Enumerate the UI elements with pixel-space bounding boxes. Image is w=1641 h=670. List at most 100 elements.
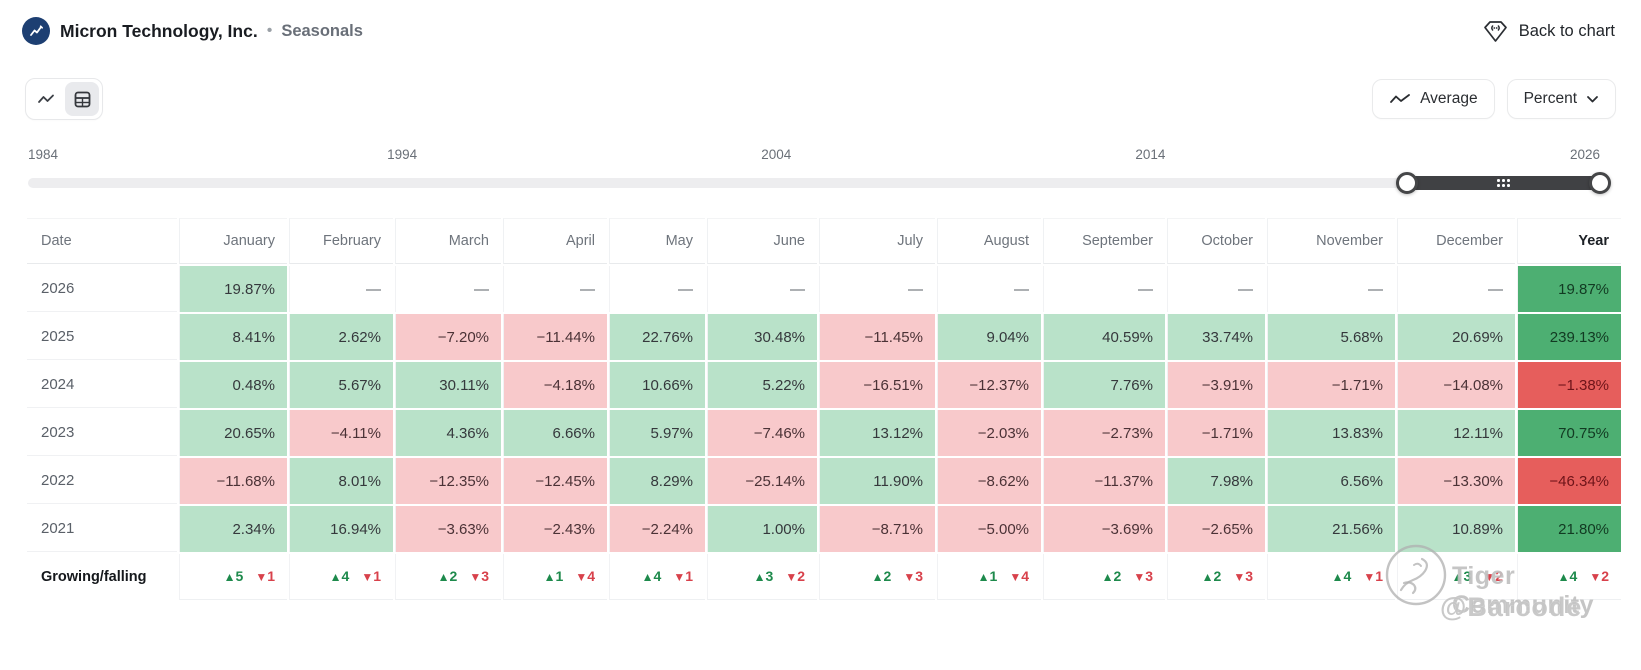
month-value-cell: −25.14% (707, 458, 817, 504)
column-header-january: January (179, 218, 287, 264)
slider-tick-label: 2026 (1569, 147, 1600, 162)
month-value-cell: 6.56% (1267, 458, 1395, 504)
slider-tick-label: 1984 (28, 147, 59, 162)
average-label: Average (1420, 90, 1478, 107)
month-value-cell: 10.66% (609, 362, 705, 408)
up-arrow-icon: ▲ (1331, 570, 1344, 584)
month-value-cell: 13.83% (1267, 410, 1395, 456)
table-row-2022: 2022 −11.68% 8.01% −12.35% −12.45% 8.29% −25.1… (27, 458, 1621, 504)
up-arrow-icon: ▲ (1101, 570, 1114, 584)
down-arrow-icon: ▼ (575, 570, 588, 584)
up-arrow-icon: ▲ (871, 570, 884, 584)
down-arrow-icon: ▼ (1009, 570, 1022, 584)
month-value-cell: — (1267, 266, 1395, 312)
percent-dropdown[interactable]: Percent (1506, 79, 1616, 119)
month-value-cell: 11.90% (819, 458, 935, 504)
growing-falling-cell: ▲4 ▼1 (1267, 554, 1395, 600)
month-value-cell: −1.71% (1267, 362, 1395, 408)
month-value-cell: — (707, 266, 817, 312)
column-header-september: September (1043, 218, 1165, 264)
down-count: ▼4 (1009, 568, 1029, 584)
growing-falling-cell: ▲3 ▼2 (707, 554, 817, 600)
date-cell: 2022 (27, 458, 177, 504)
up-count: ▲2 (437, 568, 458, 584)
year-value-cell: 21.80% (1517, 506, 1621, 552)
month-value-cell: −2.03% (937, 410, 1041, 456)
slider-handle-left[interactable] (1395, 172, 1418, 194)
up-arrow-icon: ▲ (543, 570, 556, 584)
growing-falling-cell: ▲1 ▼4 (937, 554, 1041, 600)
month-value-cell: 2.62% (289, 314, 393, 360)
month-value-cell: 0.48% (179, 362, 287, 408)
month-value-cell: −11.37% (1043, 458, 1165, 504)
month-value-cell: 1.00% (707, 506, 817, 552)
back-to-chart-button[interactable]: Back to chart (1482, 19, 1615, 44)
slider-tick-label: 2014 (1135, 147, 1166, 162)
month-value-cell: 5.68% (1267, 314, 1395, 360)
column-header-february: February (289, 218, 393, 264)
month-value-cell: 7.76% (1043, 362, 1165, 408)
page-title: Seasonals (281, 21, 363, 40)
year-value-cell: −1.38% (1517, 362, 1621, 408)
up-count: ▲2 (1201, 568, 1222, 584)
month-value-cell: 6.66% (503, 410, 607, 456)
month-value-cell: — (289, 266, 393, 312)
down-count: ▼1 (255, 568, 275, 584)
chart-view-button[interactable] (29, 82, 63, 116)
up-count: ▲2 (1101, 568, 1122, 584)
month-value-cell: 30.11% (395, 362, 501, 408)
year-value-cell: 19.87% (1517, 266, 1621, 312)
month-value-cell: −7.46% (707, 410, 817, 456)
month-value-cell: −3.63% (395, 506, 501, 552)
down-arrow-icon: ▼ (469, 570, 482, 584)
column-header-april: April (503, 218, 607, 264)
down-arrow-icon: ▼ (361, 570, 374, 584)
down-count: ▼4 (575, 568, 595, 584)
slider-selected-range[interactable] (1406, 176, 1600, 190)
month-value-cell: −2.73% (1043, 410, 1165, 456)
month-value-cell: 12.11% (1397, 410, 1515, 456)
down-count: ▼2 (1483, 568, 1503, 584)
up-arrow-icon: ▲ (223, 570, 236, 584)
down-arrow-icon: ▼ (1363, 570, 1376, 584)
down-count: ▼3 (469, 568, 489, 584)
table-view-button[interactable] (65, 82, 99, 116)
down-count: ▼2 (785, 568, 805, 584)
back-to-chart-label: Back to chart (1518, 21, 1615, 40)
column-header-year: Year (1517, 218, 1621, 264)
growing-falling-cell: ▲2 ▼3 (1043, 554, 1165, 600)
app-header: Micron Technology, Inc. • Seasonals Back… (22, 14, 1615, 48)
column-header-may: May (609, 218, 705, 264)
company-logo-icon (22, 17, 50, 45)
slider-tick-labels: 1984 1994 2004 2014 2026 (28, 147, 1600, 165)
average-button[interactable]: Average (1372, 79, 1495, 119)
column-header-august: August (937, 218, 1041, 264)
month-value-cell: −8.62% (937, 458, 1041, 504)
month-value-cell: 2.34% (179, 506, 287, 552)
month-value-cell: 9.04% (937, 314, 1041, 360)
down-arrow-icon: ▼ (903, 570, 916, 584)
growing-falling-cell: ▲2 ▼3 (1167, 554, 1265, 600)
month-value-cell: 5.97% (609, 410, 705, 456)
down-count: ▼1 (361, 568, 381, 584)
down-arrow-icon: ▼ (255, 570, 268, 584)
down-arrow-icon: ▼ (1483, 570, 1496, 584)
chevron-down-icon (1586, 95, 1599, 104)
month-value-cell: −8.71% (819, 506, 935, 552)
up-arrow-icon: ▲ (641, 570, 654, 584)
down-count: ▼3 (1133, 568, 1153, 584)
company-name: Micron Technology, Inc. (60, 20, 258, 41)
up-arrow-icon: ▲ (977, 570, 990, 584)
slider-tick-label: 1994 (387, 147, 418, 162)
growing-falling-cell: ▲2 ▼3 (395, 554, 501, 600)
slider-track[interactable] (28, 172, 1611, 194)
month-value-cell: 7.98% (1167, 458, 1265, 504)
up-count: ▲4 (329, 568, 350, 584)
slider-handle-right[interactable] (1589, 172, 1611, 194)
month-value-cell: — (503, 266, 607, 312)
date-cell: 2026 (27, 266, 177, 312)
month-value-cell: −12.35% (395, 458, 501, 504)
table-row-2021: 2021 2.34% 16.94% −3.63% −2.43% −2.24% 1.00% −8… (27, 506, 1621, 552)
month-value-cell: — (395, 266, 501, 312)
up-arrow-icon: ▲ (437, 570, 450, 584)
